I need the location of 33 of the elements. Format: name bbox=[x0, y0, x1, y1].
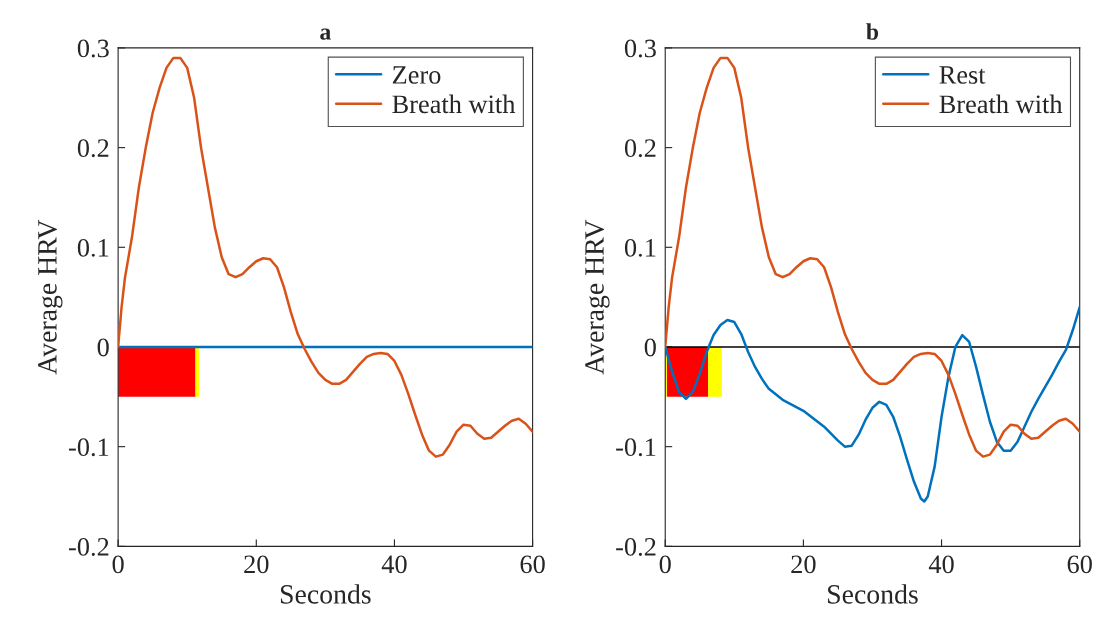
line-series bbox=[118, 56, 533, 458]
x-tick-label: 40 bbox=[928, 555, 954, 574]
y-tick-label: -0.2 bbox=[69, 537, 109, 556]
y-tick-label: 0.3 bbox=[77, 39, 109, 58]
y-tick-label: 0 bbox=[644, 338, 656, 357]
y-tick-label: 0.1 bbox=[624, 238, 656, 257]
x-tick-label: 20 bbox=[244, 555, 269, 574]
y-tick-label: -0.1 bbox=[616, 438, 656, 457]
legend-label: Breath with bbox=[392, 94, 516, 114]
legend-label: Breath with bbox=[939, 94, 1063, 114]
x-tick-label: 60 bbox=[1067, 555, 1092, 574]
legend-label: Zero bbox=[392, 66, 441, 84]
y-tick-label: 0.3 bbox=[624, 39, 656, 58]
y-tick-label: -0.2 bbox=[616, 537, 656, 556]
chart-title: b bbox=[866, 23, 879, 40]
x-tick-label: 0 bbox=[112, 555, 124, 574]
line-series bbox=[665, 56, 1080, 458]
y-axis-title: Average HRV bbox=[585, 219, 610, 375]
y-tick-label: -0.1 bbox=[69, 438, 109, 457]
x-tick-label: 60 bbox=[520, 555, 545, 574]
y-axis-title: Average HRV bbox=[38, 219, 63, 375]
x-axis-title: Seconds bbox=[280, 584, 371, 604]
x-tick-label: 0 bbox=[659, 555, 671, 574]
legend-label: Rest bbox=[939, 66, 986, 84]
y-tick-label: 0.1 bbox=[77, 238, 109, 257]
chart-title: a bbox=[320, 28, 331, 40]
x-tick-label: 20 bbox=[791, 555, 816, 574]
x-tick-label: 40 bbox=[381, 555, 407, 574]
y-tick-label: 0 bbox=[97, 338, 109, 357]
y-tick-label: 0.2 bbox=[77, 139, 109, 158]
x-axis-title: Seconds bbox=[828, 584, 918, 604]
y-tick-label: 0.2 bbox=[624, 139, 656, 158]
line-series bbox=[665, 305, 1080, 503]
